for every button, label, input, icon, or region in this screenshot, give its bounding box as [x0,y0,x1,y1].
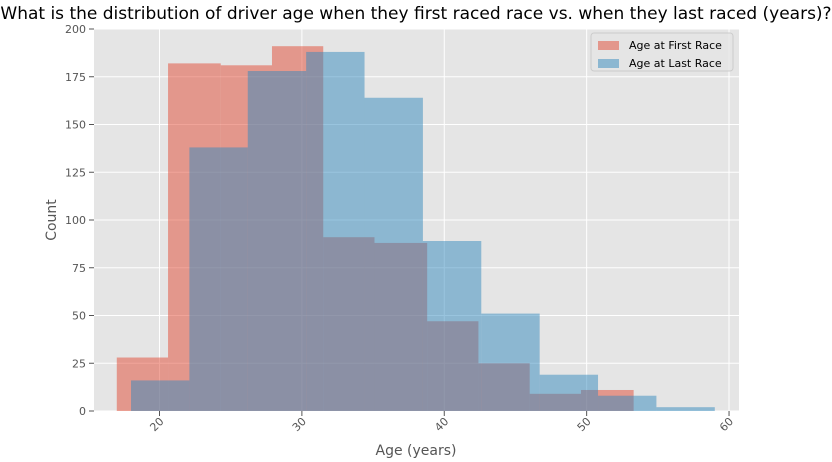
legend-swatch [598,41,619,50]
y-tick-label: 175 [65,71,86,84]
histogram-bar-series-2 [481,313,540,411]
histogram-bar-series-2 [247,71,307,412]
y-tick-label: 0 [79,405,86,418]
histogram-bar-series-2 [656,407,715,411]
y-axis-label: Count [44,199,60,241]
legend-swatch [598,59,619,68]
x-axis-label: Age (years) [376,443,457,459]
x-tick-label: 40 [432,415,451,434]
x-tick-label: 20 [147,415,166,434]
y-tick-label: 200 [65,23,86,36]
histogram-bar-series-2 [422,241,482,411]
histogram-bar-series-2 [306,51,365,412]
legend-box [590,32,734,72]
x-tick-label: 30 [290,415,309,434]
y-tick-label: 100 [65,214,86,227]
chart-title: What is the distribution of driver age w… [0,4,831,24]
y-tick-label: 125 [65,166,86,179]
histogram-bars [116,46,715,412]
x-tick-label: 50 [575,415,594,434]
histogram-bar-series-2 [364,97,423,411]
y-tick-label: 50 [72,310,86,323]
y-tick-label: 150 [65,119,86,132]
legend-label: Age at Last Race [629,57,722,70]
y-tick-label: 75 [72,262,86,275]
legend-label: Age at First Race [629,39,722,52]
histogram-bar-series-2 [539,374,599,411]
legend: Age at First Race Age at Last Race [590,32,734,72]
histogram-bar-series-2 [131,380,190,411]
x-tick-label: 60 [717,415,736,434]
x-axis-ticks: 20 30 40 50 60 [147,411,736,434]
histogram-bar-series-2 [189,147,248,412]
y-tick-label: 25 [72,357,86,370]
y-axis-ticks: 0 25 50 75 100 125 150 175 200 [65,23,94,418]
histogram-bar-series-2 [598,395,657,411]
